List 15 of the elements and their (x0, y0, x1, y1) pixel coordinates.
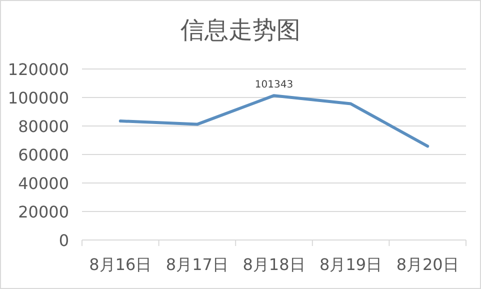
y-tick-label: 60000 (18, 146, 69, 164)
line-series (118, 94, 430, 148)
x-tick-label: 8月17日 (166, 255, 228, 274)
y-tick-label: 40000 (18, 174, 69, 193)
x-tick-label: 8月19日 (320, 255, 382, 274)
y-tick-label: 0 (58, 231, 69, 250)
y-tick-label: 100000 (8, 88, 69, 108)
x-tick-label: 8月16日 (89, 255, 152, 274)
x-tick-label: 8月20日 (396, 255, 459, 274)
y-tick-label: 120000 (8, 60, 69, 79)
y-tick-label: 80000 (18, 117, 69, 136)
y-tick-label: 20000 (18, 202, 69, 222)
x-tick-label: 8月18日 (242, 255, 306, 274)
data-label: 101343 (254, 80, 294, 91)
chart-title: 信息走势图 (180, 16, 300, 44)
